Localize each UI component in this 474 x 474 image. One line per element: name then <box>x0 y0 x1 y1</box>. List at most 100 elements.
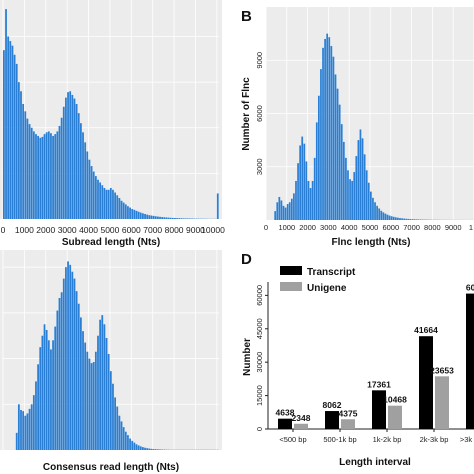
x-tick-label: 10000 <box>201 225 225 235</box>
x-tick-label: 0 <box>1 225 6 235</box>
histogram-bar <box>405 218 408 220</box>
histogram-bar <box>301 136 304 220</box>
histogram-bar <box>122 427 125 450</box>
histogram-bar <box>131 440 134 450</box>
histogram-bar <box>35 381 37 450</box>
bar-unigene <box>388 405 402 429</box>
histogram-bar <box>60 117 63 219</box>
histogram-bar <box>154 449 157 450</box>
panel-b-letter: B <box>241 8 252 25</box>
histogram-bar <box>401 218 403 220</box>
histogram-bar <box>278 196 281 220</box>
bar-transcript <box>325 411 339 429</box>
histogram-bar <box>109 187 112 219</box>
histogram-bar <box>109 371 112 450</box>
histogram-bar <box>84 142 87 219</box>
x-tick-label: 7000 <box>403 223 420 232</box>
histogram-bar <box>17 404 20 450</box>
histogram-bar <box>22 411 25 450</box>
histogram-bar <box>73 98 76 219</box>
histogram-bar <box>24 111 27 219</box>
histogram-bar <box>392 216 395 220</box>
histogram-bar <box>20 91 22 219</box>
histogram-bar <box>65 97 67 219</box>
histogram-bar <box>417 219 420 220</box>
histogram-bar <box>388 215 391 220</box>
histogram-bar <box>284 207 287 220</box>
histogram-bar <box>336 88 339 221</box>
histogram-bar <box>409 219 412 220</box>
histogram-bar <box>156 216 159 219</box>
data-label: 41664 <box>414 325 438 335</box>
histogram-bar <box>288 202 291 220</box>
histogram-bar <box>313 157 316 220</box>
histogram-bar <box>374 202 376 220</box>
y-tick-label: 9000 <box>255 52 264 69</box>
x-tick-label: 1000 <box>278 223 295 232</box>
data-label: 608 <box>466 283 474 293</box>
histogram-bar <box>43 324 46 450</box>
histogram-bar <box>84 342 87 450</box>
histogram-bar <box>30 404 33 450</box>
histogram-bar <box>86 151 89 219</box>
histogram-bar <box>86 351 89 450</box>
histogram-bar <box>73 278 76 450</box>
histogram-bar <box>15 63 18 219</box>
histogram-bar <box>65 267 67 450</box>
histogram-bar <box>340 124 343 220</box>
bar-transcript <box>372 390 386 429</box>
histogram-bar <box>342 141 345 220</box>
histogram-bar <box>133 209 136 219</box>
histogram-bar <box>184 218 187 219</box>
histogram-bar <box>167 217 170 219</box>
panel-a-x-ticks: 0 1000 2000 3000 4000 5000 6000 7000 8000 9000100… <box>1 225 225 235</box>
panel-d-x-axis-title: Length interval <box>339 457 411 468</box>
histogram-bar <box>39 347 42 450</box>
histogram-bar <box>334 74 337 220</box>
x-tick-label: 0 <box>264 223 268 232</box>
histogram-bar <box>124 204 127 219</box>
histogram-bar <box>415 219 418 220</box>
histogram-bar <box>69 91 72 219</box>
histogram-bar <box>161 217 164 219</box>
legend-swatch-unigene <box>280 282 302 291</box>
histogram-bar <box>94 351 97 450</box>
histogram-bar <box>127 435 129 450</box>
histogram-bar <box>124 431 127 450</box>
histogram-bar <box>137 445 140 450</box>
histogram-bar <box>326 33 329 220</box>
histogram-bar <box>30 127 33 219</box>
x-tick-label: 5000 <box>362 223 379 232</box>
histogram-bar <box>26 413 29 450</box>
bar-transcript <box>466 293 474 429</box>
histogram-bar <box>363 154 366 220</box>
histogram-bar <box>37 364 40 450</box>
legend-swatch-transcript <box>280 266 302 275</box>
histogram-bar <box>365 170 368 220</box>
x-tick-label: 3000 <box>320 223 337 232</box>
histogram-bar <box>13 54 16 219</box>
histogram-bar <box>318 95 320 220</box>
histogram-bar <box>165 217 168 219</box>
histogram-bar <box>114 192 116 219</box>
histogram-bar <box>32 131 35 219</box>
histogram-bar <box>35 134 37 219</box>
histogram-bar <box>315 122 318 220</box>
histogram-bar <box>79 123 82 219</box>
histogram-bar <box>311 180 314 220</box>
histogram-bar <box>107 189 110 219</box>
histogram-bar <box>94 176 97 219</box>
histogram-bar <box>135 210 138 219</box>
histogram-bar <box>88 159 91 219</box>
data-label: 23653 <box>430 365 454 375</box>
histogram-bar <box>324 38 326 221</box>
histogram-bar <box>45 330 48 450</box>
histogram-bar <box>52 135 54 219</box>
legend-label-transcript: Transcript <box>307 267 356 278</box>
x-tick-label: 2000 <box>36 225 55 235</box>
histogram-bar <box>159 216 161 219</box>
y-tick-label: 0 <box>255 427 264 431</box>
histogram-bar <box>47 340 50 450</box>
x-tick-label: 3000 <box>58 225 77 235</box>
